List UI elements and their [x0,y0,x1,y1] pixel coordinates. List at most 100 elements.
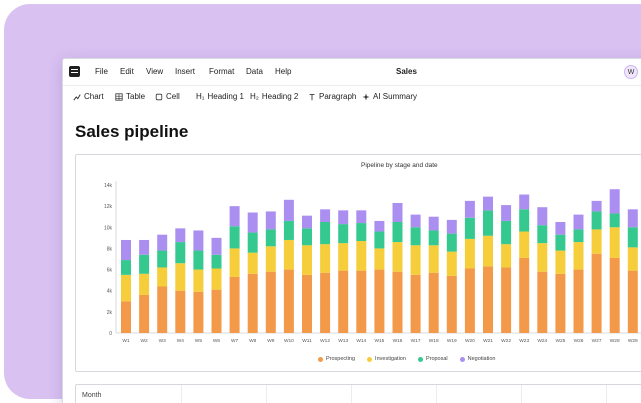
bar-segment-investigation [410,245,421,275]
column-divider [266,385,267,403]
x-tick-label: W1 [122,338,130,344]
bar-segment-prospecting [320,272,331,333]
bar-segment-prospecting [356,270,367,333]
legend-item-proposal[interactable]: Proposal [417,356,448,362]
bar-segment-investigation [175,263,186,291]
x-tick-label: W10 [284,338,294,344]
x-tick-label: W8 [249,338,257,344]
tool-label: Table [126,92,146,101]
bar-segment-investigation [283,239,294,270]
bar-segment-negotiation [211,237,222,255]
bar-segment-proposal [410,227,421,246]
bar-segment-prospecting [464,268,475,333]
x-tick-label: W27 [592,338,602,344]
bar-segment-investigation [211,268,222,290]
menu-view[interactable]: View [146,67,164,76]
avatar[interactable]: W [624,65,638,79]
legend-item-negotiation[interactable]: Negotiation [459,356,495,362]
bar-segment-proposal [247,232,258,253]
bar-segment-proposal [265,229,276,247]
bar-segment-proposal [483,210,493,236]
chart-legend: Prospecting Investigation Proposal Negotiat… [318,356,495,362]
bar-segment-investigation [302,245,312,275]
menu-edit[interactable]: Edit [120,67,134,76]
bar-segment-proposal [193,250,204,270]
chart-icon [73,93,81,100]
column-divider [436,385,437,403]
menu-insert[interactable]: Insert [175,67,196,76]
bar-segment-investigation [247,252,258,274]
bar-segment-prospecting [392,271,403,333]
x-tick-label: W19 [447,338,457,344]
bar-segment-proposal [501,220,512,245]
insert-heading1-button[interactable]: H₁ Heading 1 [196,92,244,101]
bar-segment-investigation [483,235,493,267]
bar-segment-negotiation [464,200,475,218]
bar-segment-investigation [519,231,530,258]
bar-segment-negotiation [265,211,276,230]
bar-segment-investigation [139,273,150,295]
menu-format[interactable]: Format [209,67,235,76]
insert-table-button[interactable]: Table [115,92,145,101]
legend-swatch [318,356,323,362]
x-tick-label: W16 [393,338,403,344]
bar-segment-prospecting [428,272,439,333]
bar-segment-prospecting [121,301,131,333]
bar-segment-prospecting [175,290,186,333]
bar-segment-investigation [609,227,620,258]
legend-label: Prospecting [326,356,356,362]
menu-help[interactable]: Help [275,67,292,76]
data-table[interactable]: Month [75,384,641,403]
x-tick-label: W21 [483,338,493,344]
insert-cell-button[interactable]: Cell [155,92,180,101]
x-tick-label: W18 [429,338,439,344]
column-divider [351,385,352,403]
insert-heading2-button[interactable]: H₂ Heading 2 [250,92,298,101]
bar-segment-negotiation [320,209,331,222]
paragraph-icon [309,93,315,100]
bar-segment-negotiation [501,205,512,221]
bar-segment-investigation [501,244,512,268]
bar-segment-proposal [356,223,367,242]
bar-segment-prospecting [609,257,620,333]
tool-label: AI Summary [373,92,418,101]
bar-segment-proposal [374,231,385,249]
bar-segment-investigation [464,238,475,269]
insert-paragraph-button[interactable]: Paragraph [308,92,356,101]
x-tick-label: W9 [267,338,275,344]
bar-segment-negotiation [555,222,566,235]
y-tick-label: 0 [109,331,112,337]
stacked-bar-chart: 0 2k 4k 6k 8k 10k 12k 14k W1 W2 W3 W4 W5 W6 W7 W8 W9 W10 W… [104,181,641,344]
x-tick-label: W22 [501,338,511,344]
app-logo-icon[interactable] [69,66,80,77]
bar-segment-negotiation [193,230,204,251]
x-tick-label: W13 [338,338,348,344]
bar-segment-prospecting [229,276,240,333]
chart-card[interactable]: Pipeline by stage and date 0 2k 4k 6k 8k 10k 1… [75,154,641,372]
legend-item-prospecting[interactable]: Prospecting [318,356,355,362]
bar-segment-investigation [446,251,457,276]
bar-segment-proposal [338,224,349,244]
bar-segment-negotiation [519,194,530,210]
bar-segment-prospecting [410,274,421,333]
legend-item-investigation[interactable]: Investigation [367,356,406,362]
insert-chart-button[interactable]: Chart [73,92,104,101]
bar-segment-negotiation [609,189,620,214]
bar-segment-prospecting [627,270,638,333]
document-title[interactable]: Sales [396,67,417,76]
bar-segment-proposal [229,226,240,249]
bar-segment-investigation [229,248,240,277]
bar-segment-investigation [338,243,349,271]
menu-file[interactable]: File [95,67,108,76]
x-tick-label: W28 [610,338,620,344]
column-divider [181,385,182,403]
insert-toolbar: Chart Table Cell H₁ Heading 1 H₂ Heading… [63,85,641,107]
bar-segment-prospecting [374,269,385,333]
menu-data[interactable]: Data [246,67,263,76]
bar-segment-prospecting [247,273,258,333]
x-tick-label: W3 [159,338,167,344]
ai-summary-button[interactable]: AI Summary [362,92,417,101]
bar-segment-prospecting [265,271,276,333]
legend-swatch [459,356,465,362]
y-tick-label: 10k [104,225,113,231]
